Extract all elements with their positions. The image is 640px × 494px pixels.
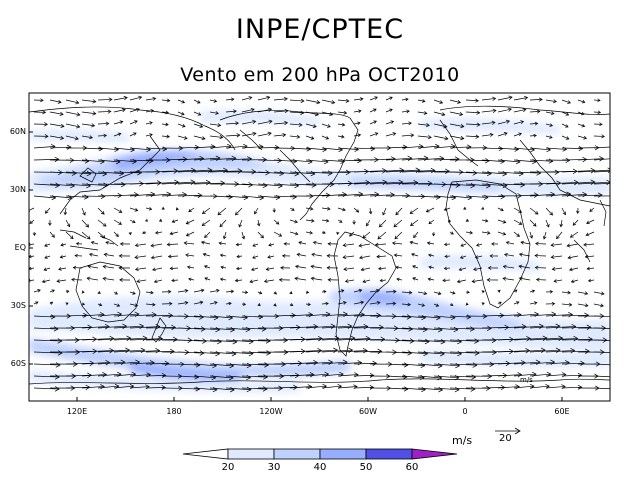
page-title: INPE/CPTEC (235, 14, 405, 45)
inset-units-label: m/s (520, 376, 533, 384)
reference-vector (495, 427, 521, 435)
lon-label-60e: 60E (554, 407, 570, 416)
colorbar-tick-40: 40 (313, 462, 327, 473)
colorbar-tick-20: 20 (221, 462, 235, 473)
map-subtitle: Vento em 200 hPa OCT2010 (180, 64, 460, 86)
reference-vector-value: 20 (499, 433, 512, 444)
colorbar-tick-30: 30 (267, 462, 281, 473)
colorbar-bin-30-40 (273, 448, 321, 460)
lon-label-180: 180 (166, 407, 182, 416)
colorbar-bin-20-30 (227, 448, 275, 460)
lon-label-120w: 120W (259, 407, 283, 416)
lon-label-0: 0 (462, 407, 468, 416)
lat-label-30s: 30S (10, 301, 26, 310)
colorbar-bin-40-50 (319, 448, 367, 460)
colorbar (182, 448, 458, 460)
lat-label-60s: 60S (10, 359, 26, 368)
colorbar-tick-60: 60 (405, 462, 419, 473)
legend-units: m/s (452, 434, 473, 447)
lon-label-60w: 60W (358, 407, 378, 416)
colorbar-bin-50-60 (365, 448, 413, 460)
lat-label-60n: 60N (9, 127, 26, 136)
colorbar-tick-50: 50 (359, 462, 373, 473)
lon-label-120e: 120E (66, 407, 88, 416)
lat-label-eq: EQ (14, 243, 26, 252)
lat-label-30n: 30N (9, 185, 26, 194)
colorbar-low-triangle (182, 448, 229, 460)
coastlines (29, 105, 610, 385)
colorbar-high-triangle (411, 448, 458, 460)
axis-ticks (29, 131, 563, 401)
wind-vectors (29, 95, 610, 393)
map-frame (28, 92, 611, 402)
